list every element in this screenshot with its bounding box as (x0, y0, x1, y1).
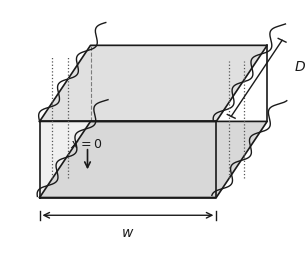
Text: $w$: $w$ (121, 226, 135, 240)
Polygon shape (40, 46, 267, 122)
Polygon shape (40, 122, 267, 198)
Text: $D$: $D$ (294, 59, 306, 73)
Polygon shape (40, 122, 216, 198)
Text: $x = 0$: $x = 0$ (70, 137, 102, 150)
